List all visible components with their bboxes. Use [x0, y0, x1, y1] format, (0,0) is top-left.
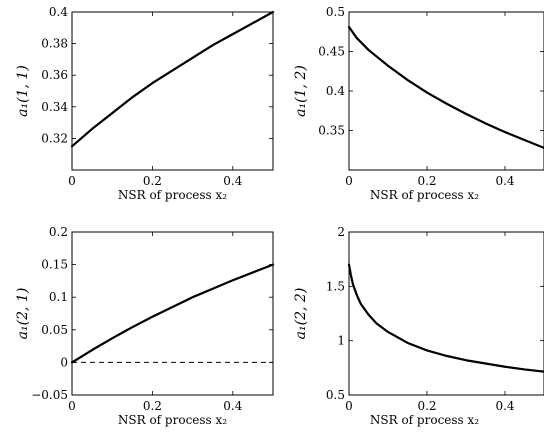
y-tick-label: 2: [337, 225, 345, 239]
x-tick-label: 0.4: [495, 399, 514, 413]
y-tick-label: 0.5: [326, 5, 345, 19]
y-tick-label: 0.4: [326, 84, 345, 98]
axes-frame: [348, 11, 544, 171]
x-tick-label: 0: [68, 174, 76, 188]
series-line: [347, 263, 544, 373]
x-tick-label: 0.2: [143, 399, 162, 413]
y-tick-label: −0.05: [31, 388, 68, 402]
x-tick-label: 0: [345, 399, 353, 413]
y-tick-label: 0.05: [41, 323, 68, 337]
axes-frame: [71, 231, 274, 396]
axes-frame: [348, 231, 544, 396]
y-tick-label: 0.36: [41, 68, 68, 82]
x-axis-label: NSR of process x₂: [118, 413, 227, 427]
x-tick-label: 0.2: [417, 399, 436, 413]
x-tick-label: 0.2: [143, 174, 162, 188]
y-axis-label: a₁(1, 1): [15, 65, 31, 117]
x-tick-label: 0: [345, 174, 353, 188]
x-tick-label: 0.2: [417, 174, 436, 188]
y-tick-label: 0.15: [41, 258, 68, 272]
x-tick-label: 0.4: [223, 174, 242, 188]
series-line: [70, 263, 275, 364]
y-tick-label: 0.1: [49, 290, 68, 304]
x-tick-label: 0.4: [223, 399, 242, 413]
y-tick-label: 0.2: [49, 225, 68, 239]
y-tick-label: 0.35: [318, 124, 345, 138]
y-tick-label: 0: [60, 355, 68, 369]
y-axis-label: a₁(2, 1): [15, 288, 31, 340]
y-axis-label: a₁(2, 2): [293, 288, 309, 340]
x-tick-label: 0.4: [495, 174, 514, 188]
y-axis-label: a₁(1, 2): [293, 65, 309, 117]
axes-frame: [71, 11, 274, 171]
y-tick-label: 0.38: [41, 37, 68, 51]
y-tick-label: 0.45: [318, 45, 345, 59]
subplot-4: 0 0.2 0.4 0.5 1 1.5 2 NSR of process x₂ a₁(2, 2): [293, 225, 544, 427]
subplot-2: 0 0.2 0.4 0.35 0.4 0.45 0.5 NSR of process x₂ a₁…: [293, 5, 544, 202]
y-tick-label: 0.4: [49, 5, 68, 19]
series-line: [70, 10, 275, 148]
y-tick-label: 1: [337, 334, 345, 348]
series-line: [347, 25, 544, 149]
y-tick-label: 0.34: [41, 100, 68, 114]
x-axis-label: NSR of process x₂: [370, 188, 479, 202]
x-tick-label: 0: [68, 399, 76, 413]
y-tick-label: 0.5: [326, 388, 345, 402]
y-tick-label: 0.32: [41, 131, 68, 145]
x-axis-label: NSR of process x₂: [118, 188, 227, 202]
y-tick-label: 1.5: [326, 279, 345, 293]
x-axis-label: NSR of process x₂: [370, 413, 479, 427]
